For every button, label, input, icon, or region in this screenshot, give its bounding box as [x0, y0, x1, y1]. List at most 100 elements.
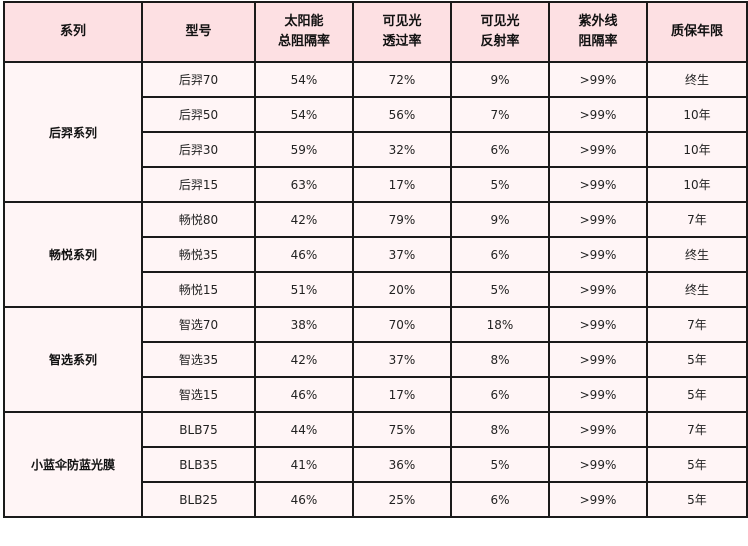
cell-solar-rejection: 51%	[254, 271, 354, 308]
cell-solar-rejection: 46%	[254, 376, 354, 413]
table-row: 后羿50 54% 56% 7% >99% 10年	[4, 96, 748, 133]
cell-visible-reflection: 6%	[450, 131, 550, 168]
cell-model: 后羿50	[141, 96, 256, 133]
table-row: 后羿30 59% 32% 6% >99% 10年	[4, 131, 748, 168]
cell-model: 畅悦80	[141, 201, 256, 238]
cell-solar-rejection: 38%	[254, 306, 354, 343]
cell-model: BLB75	[141, 411, 256, 448]
cell-warranty: 10年	[646, 131, 748, 168]
cell-series: 后羿系列	[3, 61, 143, 203]
cell-visible-reflection: 5%	[450, 166, 550, 203]
cell-model: 后羿15	[141, 166, 256, 203]
cell-solar-rejection: 59%	[254, 131, 354, 168]
cell-visible-reflection: 9%	[450, 61, 550, 98]
cell-visible-transmission: 72%	[352, 61, 452, 98]
cell-model: BLB25	[141, 481, 256, 518]
cell-visible-transmission: 32%	[352, 131, 452, 168]
cell-visible-transmission: 70%	[352, 306, 452, 343]
cell-uv-rejection: >99%	[548, 446, 648, 483]
cell-warranty: 终生	[646, 61, 748, 98]
cell-series: 智选系列	[3, 306, 143, 413]
header-row: 系列 型号 太阳能 总阻隔率 可见光 透过率 可见光 反射率 紫外线 阻隔率 质保年限	[3, 1, 748, 63]
table-row: 畅悦系列 畅悦80 42% 79% 9% >99% 7年	[3, 201, 748, 308]
cell-solar-rejection: 54%	[254, 96, 354, 133]
cell-warranty: 10年	[646, 96, 748, 133]
cell-visible-reflection: 5%	[450, 446, 550, 483]
cell-solar-rejection: 42%	[254, 201, 354, 238]
cell-warranty: 7年	[646, 201, 748, 238]
header-warranty: 质保年限	[646, 1, 748, 63]
cell-model: 智选35	[141, 341, 256, 378]
cell-uv-rejection: >99%	[548, 306, 648, 343]
cell-visible-reflection: 8%	[450, 341, 550, 378]
table-row: 后羿系列 后羿70 54% 72% 9% >99% 终生	[3, 61, 748, 203]
cell-solar-rejection: 44%	[254, 411, 354, 448]
cell-warranty: 5年	[646, 341, 748, 378]
cell-solar-rejection: 42%	[254, 341, 354, 378]
cell-visible-transmission: 37%	[352, 236, 452, 273]
cell-solar-rejection: 46%	[254, 236, 354, 273]
cell-solar-rejection: 63%	[254, 166, 354, 203]
cell-model: BLB35	[141, 446, 256, 483]
cell-model: 畅悦15	[141, 271, 256, 308]
cell-solar-rejection: 41%	[254, 446, 354, 483]
cell-visible-reflection: 5%	[450, 271, 550, 308]
cell-visible-transmission: 25%	[352, 481, 452, 518]
header-uv-rejection: 紫外线 阻隔率	[548, 1, 648, 63]
cell-warranty: 5年	[646, 376, 748, 413]
cell-warranty: 7年	[646, 306, 748, 343]
cell-uv-rejection: >99%	[548, 341, 648, 378]
cell-uv-rejection: >99%	[548, 236, 648, 273]
table-row: 畅悦35 46% 37% 6% >99% 终生	[4, 236, 748, 273]
cell-visible-reflection: 6%	[450, 236, 550, 273]
cell-uv-rejection: >99%	[548, 131, 648, 168]
cell-uv-rejection: >99%	[548, 411, 648, 448]
header-visible-transmission: 可见光 透过率	[352, 1, 452, 63]
cell-visible-reflection: 6%	[450, 481, 550, 518]
table-header: 系列 型号 太阳能 总阻隔率 可见光 透过率 可见光 反射率 紫外线 阻隔率 质保年限	[3, 1, 748, 63]
cell-visible-reflection: 8%	[450, 411, 550, 448]
cell-series: 小蓝伞防蓝光膜	[3, 411, 143, 518]
cell-warranty: 5年	[646, 446, 748, 483]
cell-uv-rejection: >99%	[548, 376, 648, 413]
table-row: BLB25 46% 25% 6% >99% 5年	[4, 481, 748, 518]
cell-warranty: 终生	[646, 236, 748, 273]
cell-visible-reflection: 9%	[450, 201, 550, 238]
header-visible-reflection: 可见光 反射率	[450, 1, 550, 63]
cell-model: 后羿30	[141, 131, 256, 168]
header-model: 型号	[141, 1, 256, 63]
header-series: 系列	[3, 1, 143, 63]
cell-model: 智选70	[141, 306, 256, 343]
cell-uv-rejection: >99%	[548, 201, 648, 238]
cell-visible-reflection: 18%	[450, 306, 550, 343]
cell-visible-transmission: 79%	[352, 201, 452, 238]
cell-series: 畅悦系列	[3, 201, 143, 308]
cell-visible-transmission: 36%	[352, 446, 452, 483]
cell-model: 智选15	[141, 376, 256, 413]
cell-visible-reflection: 6%	[450, 376, 550, 413]
cell-visible-transmission: 56%	[352, 96, 452, 133]
cell-visible-transmission: 17%	[352, 376, 452, 413]
cell-visible-transmission: 20%	[352, 271, 452, 308]
cell-model: 后羿70	[141, 61, 256, 98]
cell-warranty: 5年	[646, 481, 748, 518]
cell-warranty: 7年	[646, 411, 748, 448]
cell-uv-rejection: >99%	[548, 481, 648, 518]
table-row: 后羿15 63% 17% 5% >99% 10年	[4, 166, 748, 203]
table-row: 智选系列 智选70 38% 70% 18% >99% 7年	[3, 306, 748, 413]
table-row: 智选15 46% 17% 6% >99% 5年	[4, 376, 748, 413]
cell-visible-reflection: 7%	[450, 96, 550, 133]
table-body: 后羿系列 后羿70 54% 72% 9% >99% 终生 后羿50 54% 56% 7% >99% 10…	[3, 61, 748, 518]
cell-warranty: 10年	[646, 166, 748, 203]
cell-uv-rejection: >99%	[548, 166, 648, 203]
spec-table: 系列 型号 太阳能 总阻隔率 可见光 透过率 可见光 反射率 紫外线 阻隔率 质保年限 …	[3, 1, 748, 518]
cell-visible-transmission: 17%	[352, 166, 452, 203]
table-row: 智选35 42% 37% 8% >99% 5年	[4, 341, 748, 378]
cell-uv-rejection: >99%	[548, 96, 648, 133]
header-solar-rejection: 太阳能 总阻隔率	[254, 1, 354, 63]
cell-uv-rejection: >99%	[548, 61, 648, 98]
cell-solar-rejection: 54%	[254, 61, 354, 98]
cell-visible-transmission: 75%	[352, 411, 452, 448]
table-row: 小蓝伞防蓝光膜 BLB75 44% 75% 8% >99% 7年	[3, 411, 748, 518]
table-row: 畅悦15 51% 20% 5% >99% 终生	[4, 271, 748, 308]
